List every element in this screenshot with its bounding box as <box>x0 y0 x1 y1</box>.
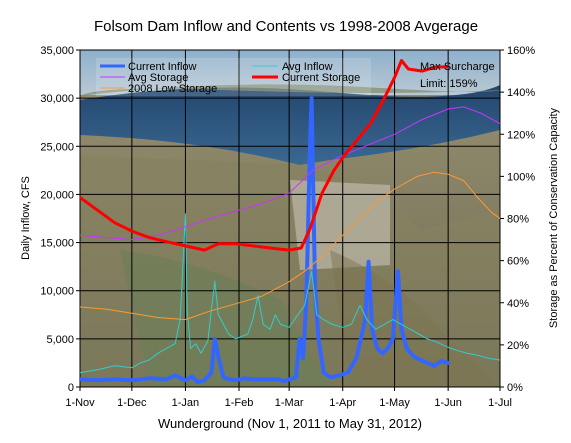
y-tick-label: 0 <box>68 382 74 394</box>
x-tick-label: 1-Apr <box>329 397 356 409</box>
x-tick-label: 1-Jul <box>488 397 512 409</box>
x-axis-label: Wunderground (Nov 1, 2011 to May 31, 201… <box>158 416 422 431</box>
y2-tick-label: 140% <box>507 87 535 99</box>
x-tick-label: 1-Jan <box>172 397 200 409</box>
y2-tick-label: 100% <box>507 171 535 183</box>
y-tick-label: 20,000 <box>40 189 74 201</box>
legend-label-current-storage: Current Storage <box>282 72 360 84</box>
series-line-current-inflow <box>80 96 451 385</box>
y-tick-label: 10,000 <box>40 286 74 298</box>
x-tick-label: 1-Dec <box>117 397 147 409</box>
annotation-line-1: Max Surcharge <box>420 61 495 73</box>
legend-label-avg-inflow: Avg Inflow <box>282 61 333 73</box>
y2-tick-label: 80% <box>507 214 529 226</box>
x-tick-label: 1-Nov <box>65 397 95 409</box>
y2-tick-label: 160% <box>507 45 535 57</box>
axes: 0 5,000 10,000 15,000 20,000 25,000 30,000 35,0… <box>40 45 535 409</box>
y-tick-label: 25,000 <box>40 141 74 153</box>
x-tick-label: 1-Feb <box>225 397 254 409</box>
legend: Current Inflow Avg Inflow Avg Storage Cu… <box>96 58 371 96</box>
legend-label-2008-low-storage: 2008 Low Storage <box>128 83 217 95</box>
background-photo <box>80 50 500 387</box>
x-tick-label: 1-Jun <box>434 397 462 409</box>
y2-tick-label: 20% <box>507 340 529 352</box>
y2-tick-label: 40% <box>507 298 529 310</box>
series-line-2008-low-storage <box>80 171 500 321</box>
legend-label-current-inflow: Current Inflow <box>128 61 197 73</box>
y-axis-label: Daily Inflow, CFS <box>20 176 32 260</box>
series-layer <box>80 59 500 385</box>
legend-box <box>96 58 371 96</box>
x-tick-label: 1-Mar <box>275 397 304 409</box>
y-tick-label: 15,000 <box>40 238 74 250</box>
max-surcharge-annotation: Max Surcharge Limit: 159% <box>420 61 495 90</box>
legend-label-avg-storage: Avg Storage <box>128 72 188 84</box>
y2-axis-label: Storage as Percent of Conservation Capac… <box>548 107 560 328</box>
series-line-avg-storage <box>80 106 500 241</box>
y2-tick-label: 60% <box>507 256 529 268</box>
gridlines <box>80 50 500 387</box>
y-tick-label: 5,000 <box>46 334 74 346</box>
chart-title: Folsom Dam Inflow and Contents vs 1998-2… <box>94 18 478 35</box>
annotation-line-2: Limit: 159% <box>420 78 478 90</box>
y-tick-label: 30,000 <box>40 93 74 105</box>
y-tick-label: 35,000 <box>40 45 74 57</box>
y2-tick-label: 120% <box>507 129 535 141</box>
x-tick-label: 1-May <box>379 397 410 409</box>
series-line-current-storage <box>80 59 450 252</box>
y2-tick-label: 0% <box>507 382 523 394</box>
